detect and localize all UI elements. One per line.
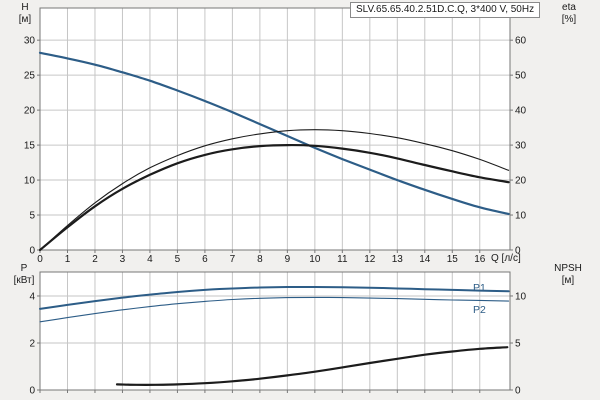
plot-border-top (39, 7, 511, 251)
eta-thick-curve (38, 143, 510, 252)
head-curve (38, 51, 510, 216)
y-left-tick-label: 4 (29, 291, 35, 302)
y-right-tick-label: 20 (515, 176, 527, 187)
x-tick-label: 7 (230, 254, 236, 265)
x-tick-label: 6 (202, 254, 208, 265)
x-tick-label: 11 (337, 254, 348, 265)
y-left-tick-label: 10 (24, 176, 36, 187)
y-left-tick-label: 0 (29, 246, 35, 257)
eta-axis-title: eta [%] (552, 2, 586, 26)
y-left-tick-label: 30 (24, 36, 36, 47)
power-axis-title: P [кВт] (6, 263, 42, 287)
y-left-tick-label: 2 (29, 338, 35, 349)
x-tick-label: 15 (447, 254, 459, 265)
y-right-tick-label: 30 (515, 141, 527, 152)
x-tick-label: 16 (474, 254, 486, 265)
x-tick-label: 14 (419, 254, 431, 265)
head-axis-name: H (21, 2, 29, 13)
y-right-tick-label: 50 (515, 71, 527, 82)
pump-model-title: SLV.65.65.40.2.51D.C.Q, 3*400 V, 50Hz (350, 2, 541, 18)
head-axis-unit: [м] (18, 14, 32, 25)
npsh-curve (115, 346, 509, 386)
power-axis-unit: [кВт] (13, 275, 35, 286)
p1-curve (39, 286, 510, 310)
x-tick-label: 10 (309, 254, 321, 265)
x-tick-label: 5 (175, 254, 181, 265)
eta-axis-unit: [%] (561, 14, 577, 25)
x-tick-label: 13 (392, 254, 404, 265)
plot-area-top (40, 8, 510, 250)
npsh-axis-unit: [м] (561, 275, 575, 286)
x-tick-label: 0 (37, 254, 43, 265)
y-right-tick-label: 0 (515, 386, 521, 397)
y-left-tick-label: 20 (24, 106, 36, 117)
y-left-tick-label: 0 (29, 386, 35, 397)
x-tick-label: 12 (364, 254, 376, 265)
plot-area-bottom (40, 272, 510, 390)
plot-border-bottom (39, 271, 511, 391)
npsh-axis-title: NPSH [м] (548, 263, 588, 287)
p2-curve (39, 296, 510, 323)
y-left-tick-label: 15 (24, 141, 36, 152)
eta-axis-name: eta (562, 2, 576, 13)
power-axis-name: P (20, 263, 28, 274)
eta-thin-curve (39, 129, 510, 251)
npsh-axis-name: NPSH (554, 263, 582, 274)
y-left-tick-label: 25 (24, 71, 36, 82)
p2-curve-label: P2 (473, 304, 486, 316)
x-tick-label: 8 (257, 254, 263, 265)
p1-curve-label: P1 (473, 282, 486, 294)
x-tick-label: 2 (92, 254, 98, 265)
y-right-tick-label: 60 (515, 36, 527, 47)
x-tick-label: 3 (120, 254, 126, 265)
x-tick-label: 9 (285, 254, 291, 265)
y-right-tick-label: 40 (515, 106, 527, 117)
x-tick-label: 4 (147, 254, 153, 265)
y-right-tick-label: 5 (515, 338, 521, 349)
x-tick-label: 1 (65, 254, 71, 265)
head-axis-title: H [м] (10, 2, 40, 26)
y-right-tick-label: 0 (515, 246, 521, 257)
y-left-tick-label: 5 (29, 211, 35, 222)
flow-axis-title: Q [л/с] (491, 253, 521, 264)
y-right-tick-label: 10 (515, 211, 527, 222)
y-right-tick-label: 10 (515, 291, 527, 302)
